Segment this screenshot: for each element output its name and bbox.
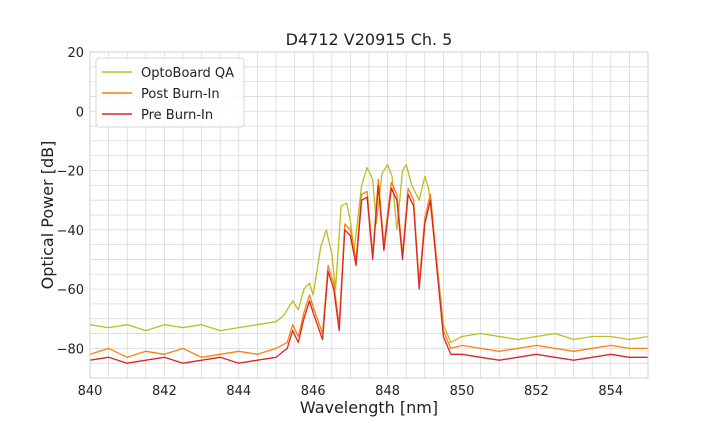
legend-label-2: Pre Burn-In [141,108,213,123]
y-tick-label: −20 [57,165,84,180]
x-tick-label: 850 [450,384,475,399]
legend: OptoBoard QA Post Burn-In Pre Burn-In [95,57,245,128]
legend-label-0: OptoBoard QA [141,66,234,81]
y-tick-label: 20 [67,46,84,61]
y-tick-label: −60 [57,283,84,298]
x-tick-label: 854 [598,384,623,399]
x-tick-label: 842 [152,384,177,399]
y-axis-title: Optical Power [dB] [38,141,57,290]
x-tick-label: 840 [78,384,103,399]
plot-frame [89,51,649,379]
y-tick-labels: −80 −60 −40 −20 0 20 [57,46,84,357]
series-line-2 [90,184,648,364]
y-tick-label: 0 [76,105,84,120]
y-tick-label: −40 [57,224,84,239]
x-tick-label: 844 [226,384,251,399]
x-tick-labels: 840 842 844 846 848 850 852 854 [78,384,624,399]
series-lines [90,163,648,364]
series-line-1 [90,178,648,358]
y-tick-label: −80 [57,342,84,357]
series-line-0 [90,163,648,344]
x-tick-label: 846 [301,384,326,399]
x-axis-title: Wavelength [nm] [300,398,438,417]
legend-box [95,57,245,128]
x-tick-label: 848 [375,384,400,399]
legend-label-1: Post Burn-In [141,87,220,102]
chart-title: D4712 V20915 Ch. 5 [286,30,453,49]
x-tick-label: 852 [524,384,549,399]
